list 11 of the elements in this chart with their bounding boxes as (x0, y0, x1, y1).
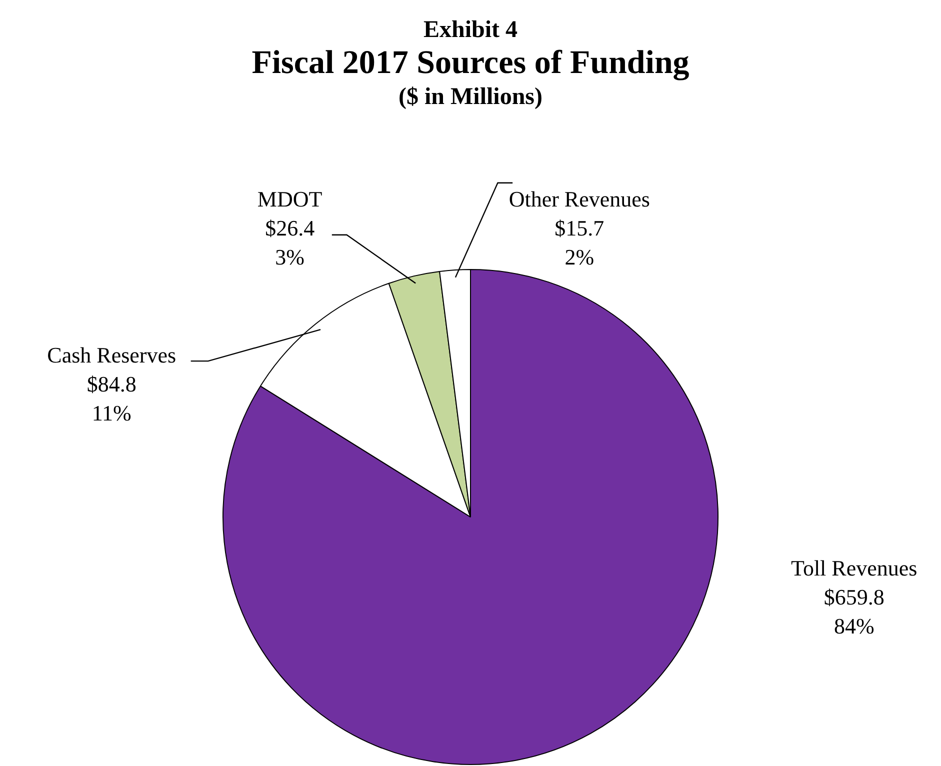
slice-label: Cash Reserves (47, 342, 176, 368)
text: Exhibit 4 (422, 16, 519, 44)
slice-label: Other Revenues (508, 186, 650, 212)
data-label: $15.7 2% (554, 216, 604, 270)
slice-label: MDOT (257, 186, 323, 212)
chart-title: Fiscal 2017 Sources of Funding (250, 44, 690, 82)
chart-subtitle: ($ in Millions) (397, 83, 544, 112)
data-label: $84.8 11% (86, 372, 136, 426)
data-label: $659.8 84% (824, 584, 884, 638)
data-label: $26.4 3% (265, 216, 315, 270)
slice-label: Toll Revenues (791, 555, 918, 580)
